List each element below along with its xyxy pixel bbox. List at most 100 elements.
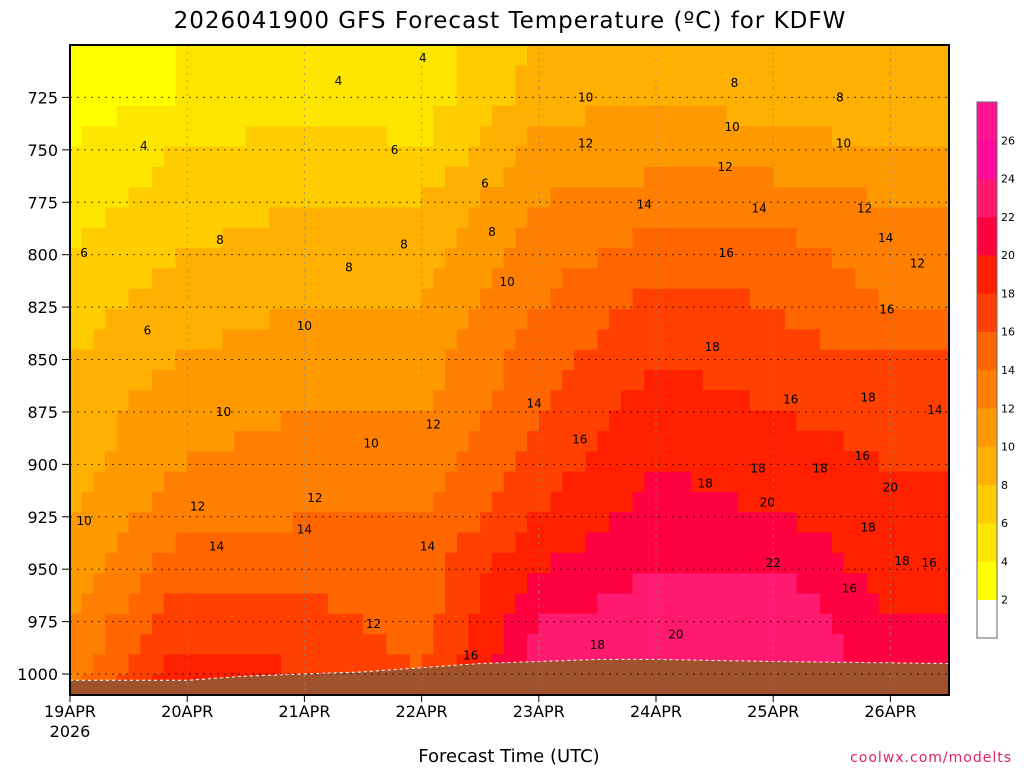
temperature-cell — [70, 390, 83, 412]
temperature-cell — [609, 451, 622, 473]
temperature-cell — [503, 349, 516, 371]
temperature-cell — [515, 593, 528, 615]
temperature-cell — [175, 207, 188, 229]
temperature-cell — [937, 268, 949, 290]
temperature-cell — [292, 390, 305, 412]
temperature-cell — [738, 207, 751, 229]
temperature-cell — [573, 248, 587, 270]
temperature-cell — [702, 451, 716, 473]
temperature-cell — [866, 634, 880, 655]
temperature-cell — [269, 85, 282, 107]
temperature-cell — [784, 613, 798, 635]
temperature-cell — [222, 471, 235, 493]
temperature-cell — [784, 552, 798, 574]
temperature-cell — [245, 471, 259, 493]
temperature-cell — [257, 634, 270, 655]
temperature-cell — [855, 349, 868, 371]
temperature-cell — [796, 410, 809, 432]
temperature-cell — [292, 227, 305, 249]
temperature-cell — [796, 430, 809, 452]
temperature-cell — [585, 370, 598, 391]
temperature-cell — [386, 390, 399, 412]
temperature-cell — [878, 390, 891, 412]
temperature-cell — [81, 491, 95, 513]
temperature-cell — [597, 45, 610, 66]
temperature-cell — [128, 85, 141, 107]
temperature-cell — [784, 430, 798, 452]
temperature-cell — [280, 166, 294, 188]
temperature-cell — [855, 45, 868, 66]
temperature-cell — [702, 491, 716, 513]
temperature-cell — [222, 146, 235, 168]
temperature-cell — [808, 105, 821, 127]
temperature-cell — [503, 512, 516, 534]
temperature-cell — [421, 227, 434, 249]
temperature-cell — [257, 126, 270, 148]
temperature-cell — [866, 451, 880, 473]
temperature-cell — [831, 573, 845, 595]
temperature-cell — [433, 410, 446, 432]
temperature-cell — [374, 126, 388, 148]
temperature-cell — [386, 65, 399, 87]
temperature-cell — [902, 126, 915, 148]
temperature-cell — [632, 613, 645, 635]
temperature-cell — [304, 532, 317, 554]
temperature-cell — [445, 552, 458, 574]
temperature-cell — [163, 288, 177, 310]
temperature-cell — [820, 390, 833, 412]
temperature-cell — [245, 532, 259, 554]
contour-label: 20 — [760, 495, 775, 509]
temperature-cell — [351, 552, 364, 574]
temperature-cell — [866, 410, 880, 432]
temperature-cell — [409, 187, 423, 209]
temperature-cell — [843, 613, 856, 635]
temperature-cell — [749, 309, 763, 330]
colorbar-label: 10 — [1001, 441, 1015, 454]
temperature-cell — [339, 512, 352, 534]
colorbar-label: 6 — [1001, 517, 1008, 530]
temperature-cell — [890, 593, 903, 615]
temperature-cell — [632, 288, 645, 310]
temperature-cell — [749, 430, 763, 452]
temperature-cell — [749, 410, 763, 432]
temperature-cell — [128, 268, 141, 290]
temperature-cell — [93, 187, 106, 209]
temperature-cell — [187, 471, 200, 493]
temperature-cell — [351, 288, 364, 310]
temperature-cell — [667, 593, 681, 615]
temperature-cell — [93, 146, 106, 168]
temperature-cell — [175, 552, 188, 574]
colorbar-label: 26 — [1001, 134, 1015, 147]
temperature-cell — [491, 491, 505, 513]
contour-label: 10 — [364, 437, 379, 451]
temperature-cell — [937, 370, 949, 391]
temperature-cell — [456, 491, 470, 513]
temperature-cell — [116, 512, 130, 534]
temperature-cell — [163, 248, 177, 270]
temperature-cell — [831, 248, 845, 270]
temperature-cell — [538, 65, 552, 87]
temperature-cell — [878, 471, 891, 493]
temperature-cell — [609, 613, 622, 635]
temperature-cell — [855, 288, 868, 310]
temperature-cell — [128, 573, 141, 595]
temperature-cell — [140, 532, 153, 554]
temperature-cell — [468, 593, 481, 615]
contour-label: 16 — [879, 302, 894, 316]
temperature-cell — [890, 45, 903, 66]
temperature-cell — [726, 430, 739, 452]
temperature-cell — [398, 329, 411, 351]
temperature-cell — [93, 390, 106, 412]
temperature-cell — [491, 105, 505, 127]
temperature-cell — [116, 390, 130, 412]
temperature-cell — [515, 268, 528, 290]
temperature-cell — [609, 410, 622, 432]
colorbar-label: 24 — [1001, 173, 1015, 186]
temperature-cell — [245, 410, 259, 432]
temperature-cell — [784, 491, 798, 513]
temperature-cell — [878, 512, 891, 534]
temperature-cell — [245, 288, 259, 310]
temperature-cell — [913, 227, 927, 249]
temperature-cell — [913, 532, 927, 554]
temperature-cell — [491, 248, 505, 270]
